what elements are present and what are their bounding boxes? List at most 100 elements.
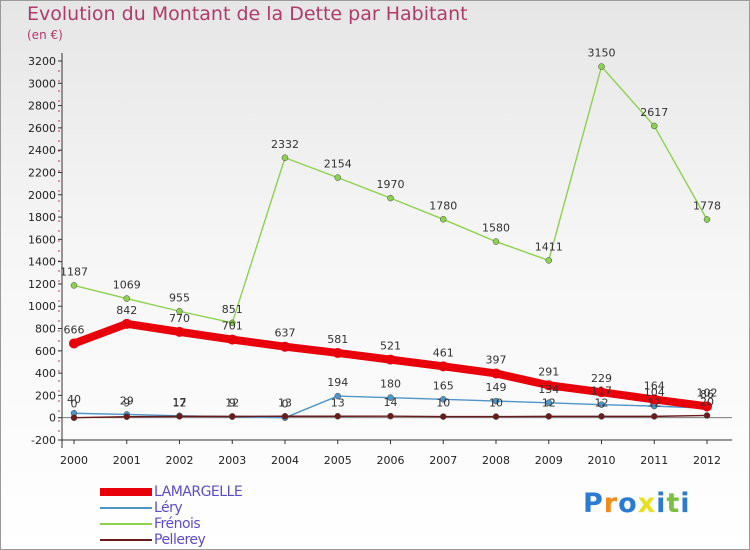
data-label: 164 — [644, 379, 665, 392]
y-tick-label: 0 — [49, 412, 56, 425]
data-label: 842 — [116, 304, 137, 317]
data-point — [545, 399, 552, 407]
y-tick-label: 200 — [35, 389, 56, 402]
data-point — [70, 282, 78, 289]
logo-letter: r — [603, 488, 619, 519]
data-label: 0 — [282, 398, 289, 411]
data-label: 1187 — [60, 265, 88, 278]
data-label: 0 — [71, 398, 78, 411]
data-label: 194 — [327, 376, 348, 389]
data-point — [387, 194, 394, 202]
data-label: 701 — [222, 320, 243, 333]
data-point — [492, 413, 500, 420]
data-point — [121, 318, 132, 329]
data-label: 104 — [644, 386, 665, 399]
x-tick-label: 2012 — [693, 454, 721, 467]
y-tick-label: 1800 — [28, 211, 56, 224]
data-label: 1778 — [693, 200, 721, 213]
data-point — [598, 401, 605, 408]
logo-letter: i — [656, 488, 667, 519]
data-point — [281, 413, 289, 420]
series-line-0 — [72, 319, 708, 411]
data-label: 10 — [489, 397, 503, 410]
data-label: 955 — [169, 291, 190, 304]
data-label: 397 — [486, 353, 507, 366]
x-tick-label: 2008 — [482, 454, 510, 467]
data-point — [123, 295, 130, 302]
x-tick-label: 2005 — [324, 454, 352, 467]
y-tick-label: 600 — [35, 345, 56, 358]
data-point — [703, 412, 711, 419]
x-tick-label: 2004 — [271, 454, 299, 467]
data-point — [545, 257, 552, 264]
data-point — [596, 387, 607, 398]
legend-label: LAMARGELLE — [154, 484, 243, 500]
data-point — [332, 347, 343, 358]
data-point — [229, 319, 236, 327]
data-label: 149 — [486, 381, 507, 394]
data-point — [649, 394, 660, 405]
chart-title: Evolution du Montant de la Dette par Hab… — [27, 3, 468, 25]
x-tick-label: 2010 — [588, 454, 616, 467]
data-label: 117 — [591, 385, 612, 398]
data-point — [176, 413, 183, 420]
y-tick-label: 3200 — [28, 55, 56, 68]
data-label: 291 — [538, 365, 559, 378]
data-point — [334, 174, 341, 181]
y-tick-label: 2400 — [28, 144, 56, 157]
y-tick-label: 3000 — [28, 77, 56, 90]
y-tick-label: 2200 — [28, 166, 56, 179]
legend-item: LAMARGELLE — [100, 484, 243, 500]
data-point — [387, 394, 394, 401]
data-point — [174, 326, 185, 337]
x-tick-label: 2003 — [218, 454, 246, 467]
y-tick-label: 1200 — [28, 278, 56, 291]
data-label: 851 — [222, 303, 243, 316]
data-label: 29 — [120, 394, 134, 407]
legend-swatch — [100, 523, 152, 525]
y-tick-label: 1400 — [28, 256, 56, 269]
proxiti-logo: Proxiti — [583, 488, 691, 519]
data-label: 180 — [380, 378, 401, 391]
data-label: 2332 — [271, 138, 299, 151]
data-label: 13 — [331, 396, 345, 409]
data-label: 9 — [123, 397, 130, 410]
logo-letter: x — [637, 488, 657, 519]
data-label: 1580 — [482, 222, 510, 235]
data-point — [545, 413, 552, 420]
legend-swatch — [100, 507, 152, 509]
data-point — [70, 414, 78, 421]
legend-label: Pellerey — [154, 532, 206, 548]
logo-letter: o — [618, 488, 638, 519]
x-tick-label: 2006 — [377, 454, 405, 467]
data-point — [176, 308, 183, 315]
data-label: 165 — [433, 379, 454, 392]
y-tick-label: 800 — [35, 323, 56, 336]
data-point — [387, 412, 394, 420]
y-tick-label: -200 — [31, 434, 56, 447]
x-tick-label: 2001 — [113, 454, 141, 467]
data-label: 2154 — [324, 158, 352, 171]
logo-letter: P — [583, 488, 604, 519]
data-label: 12 — [647, 396, 661, 409]
data-label: 1970 — [377, 178, 405, 191]
data-label: 86 — [700, 388, 714, 401]
data-label: 461 — [433, 346, 454, 359]
data-label: 3150 — [588, 47, 616, 60]
y-tick-label: 2800 — [28, 100, 56, 113]
legend-label: Frénois — [154, 516, 201, 532]
data-point — [492, 397, 500, 405]
data-label: 12 — [173, 396, 187, 409]
unit-label: (en €) — [27, 28, 63, 42]
data-point — [651, 413, 658, 420]
y-tick-label: 400 — [35, 367, 56, 380]
data-label: 134 — [538, 383, 559, 396]
data-label: 12 — [542, 396, 556, 409]
x-tick-label: 2009 — [535, 454, 563, 467]
data-point — [440, 396, 447, 403]
legend: LAMARGELLE Léry Frénois Pellerey — [100, 484, 243, 548]
data-label: 770 — [169, 312, 190, 325]
y-tick-label: 2600 — [28, 122, 56, 135]
data-point — [703, 216, 711, 223]
